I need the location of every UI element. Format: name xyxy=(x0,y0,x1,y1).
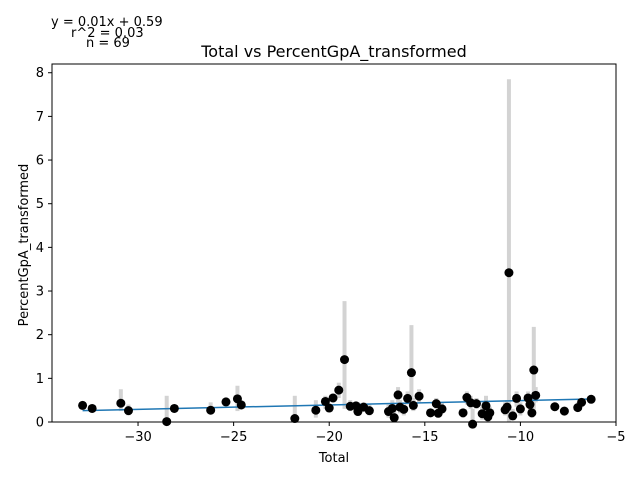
data-point-9 xyxy=(236,400,246,410)
data-point-42 xyxy=(481,401,491,411)
data-point-23 xyxy=(387,403,397,413)
data-point-47 xyxy=(504,268,514,278)
data-point-39 xyxy=(468,419,478,429)
x-tick-label-3: −15 xyxy=(411,430,438,445)
data-point-0 xyxy=(78,400,88,410)
data-point-6 xyxy=(206,405,216,415)
data-point-5 xyxy=(169,403,179,413)
data-point-56 xyxy=(550,402,560,412)
y-tick-label-2: 2 xyxy=(36,328,44,343)
data-point-30 xyxy=(408,400,418,410)
y-tick-label-8: 8 xyxy=(36,66,44,81)
data-point-57 xyxy=(559,406,569,416)
data-point-1 xyxy=(87,403,97,413)
data-point-24 xyxy=(389,413,399,423)
data-point-13 xyxy=(324,403,334,413)
data-point-46 xyxy=(502,402,512,412)
data-point-2 xyxy=(116,398,126,408)
regression-equation: y = 0.01x + 0.59 xyxy=(51,15,163,30)
y-tick-label-4: 4 xyxy=(36,241,44,256)
data-point-33 xyxy=(431,399,441,409)
y-tick-label-5: 5 xyxy=(36,197,44,212)
data-point-32 xyxy=(426,408,436,418)
data-point-50 xyxy=(515,404,525,414)
y-tick-label-6: 6 xyxy=(36,154,44,169)
x-tick-label-4: −10 xyxy=(507,430,534,445)
data-point-21 xyxy=(364,406,374,416)
y-tick-label-0: 0 xyxy=(36,416,44,431)
y-tick-label-7: 7 xyxy=(36,110,44,125)
data-point-48 xyxy=(508,411,518,421)
data-point-29 xyxy=(406,368,416,378)
data-point-28 xyxy=(403,393,413,403)
data-point-44 xyxy=(485,408,495,418)
data-point-11 xyxy=(311,405,321,415)
data-point-59 xyxy=(577,397,587,407)
r-squared-label: r^2 = 0.03 xyxy=(71,26,144,41)
y-axis-ticks: 0 1 2 3 4 5 6 7 8 xyxy=(36,66,52,431)
data-point-27 xyxy=(399,404,409,414)
data-point-12 xyxy=(320,396,330,406)
chart-title: Total vs PercentGpA_transformed xyxy=(200,42,466,62)
data-point-15 xyxy=(334,385,344,395)
plot-frame xyxy=(51,63,617,423)
data-points xyxy=(78,268,596,429)
data-point-60 xyxy=(586,394,596,404)
data-point-16 xyxy=(340,355,350,365)
y-axis-label: PercentGpA_transformed xyxy=(17,164,32,327)
x-tick-label-2: −20 xyxy=(316,430,343,445)
x-tick-label-0: −30 xyxy=(124,430,151,445)
data-point-7 xyxy=(221,397,231,407)
data-point-14 xyxy=(328,393,338,403)
y-tick-label-1: 1 xyxy=(36,372,44,387)
data-point-40 xyxy=(471,399,481,409)
data-point-31 xyxy=(414,391,424,401)
data-point-10 xyxy=(290,414,300,424)
data-point-49 xyxy=(512,393,522,403)
sample-size-label: n = 69 xyxy=(86,36,130,51)
data-point-36 xyxy=(458,408,468,418)
data-point-3 xyxy=(123,406,133,416)
y-tick-label-3: 3 xyxy=(36,285,44,300)
x-axis-label: Total xyxy=(318,451,349,466)
data-point-55 xyxy=(531,390,541,400)
data-point-54 xyxy=(529,365,539,375)
regression-line xyxy=(82,398,592,412)
x-tick-label-1: −25 xyxy=(220,430,247,445)
data-point-52 xyxy=(525,400,535,410)
error-bars xyxy=(80,79,594,422)
data-point-53 xyxy=(527,408,537,418)
x-tick-label-5: −5 xyxy=(606,430,625,445)
fit-line-group xyxy=(82,398,592,412)
data-point-35 xyxy=(437,404,447,414)
data-point-25 xyxy=(393,390,403,400)
x-axis-ticks: −30 −25 −20 −15 −10 −5 xyxy=(124,422,626,445)
